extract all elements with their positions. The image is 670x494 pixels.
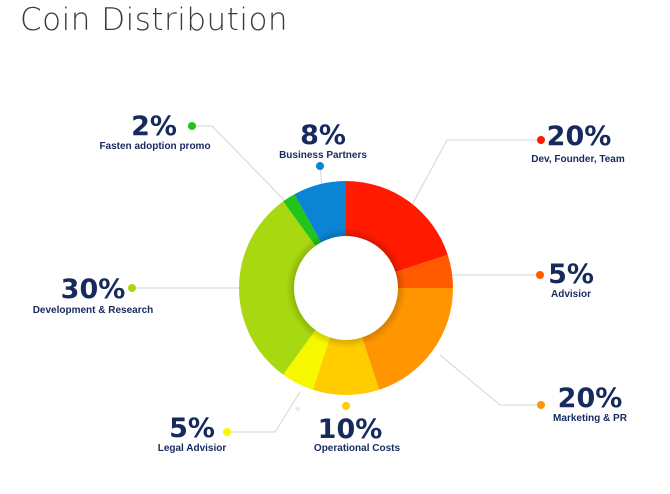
slice-label-business-partners: Business Partners [279,150,367,161]
slice-label-advisior: Advisior [551,289,591,300]
percent-label-legal-advisior: 5% [169,413,215,444]
marker-dot-legal-advisior [223,428,231,436]
marker-dot-marketing-pr [537,401,545,409]
marker-dot-advisior [536,271,544,279]
percent-label-fasten-adoption-promo: 2% [131,111,177,142]
marker-dot-business-partners [316,162,324,170]
decorative-dot [295,406,301,412]
marker-dot-dev-founder-team [537,136,545,144]
leader-line-dev-founder-team [411,139,541,206]
slice-label-operational-costs: Operational Costs [314,443,401,454]
marker-dot-fasten-adoption-promo [188,122,196,130]
percent-label-operational-costs: 10% [318,414,383,445]
slice-label-dev-founder-team: Dev, Founder, Team [531,154,625,165]
slice-labels: 20%Dev, Founder, Team5%Advisior20%Market… [33,111,628,454]
percent-label-development-research: 30% [61,274,126,305]
percent-label-marketing-pr: 20% [558,383,623,414]
leader-line-marketing-pr [439,354,541,406]
percent-label-business-partners: 8% [300,120,346,151]
marker-dot-operational-costs [342,402,350,410]
percent-label-dev-founder-team: 20% [547,121,612,152]
page-title: Coin Distribution [20,2,289,38]
leader-lines [132,125,541,433]
slice-label-fasten-adoption-promo: Fasten adoption promo [99,141,210,152]
marker-dot-development-research [128,284,136,292]
slice-label-development-research: Development & Research [33,305,154,316]
leader-line-legal-advisior [227,391,301,433]
donut-hole [294,236,398,340]
slice-label-marketing-pr: Marketing & PR [553,413,628,424]
slice-label-legal-advisior: Legal Advisior [158,443,227,454]
leader-line-fasten-adoption-promo [192,125,289,205]
percent-label-advisior: 5% [548,259,594,290]
